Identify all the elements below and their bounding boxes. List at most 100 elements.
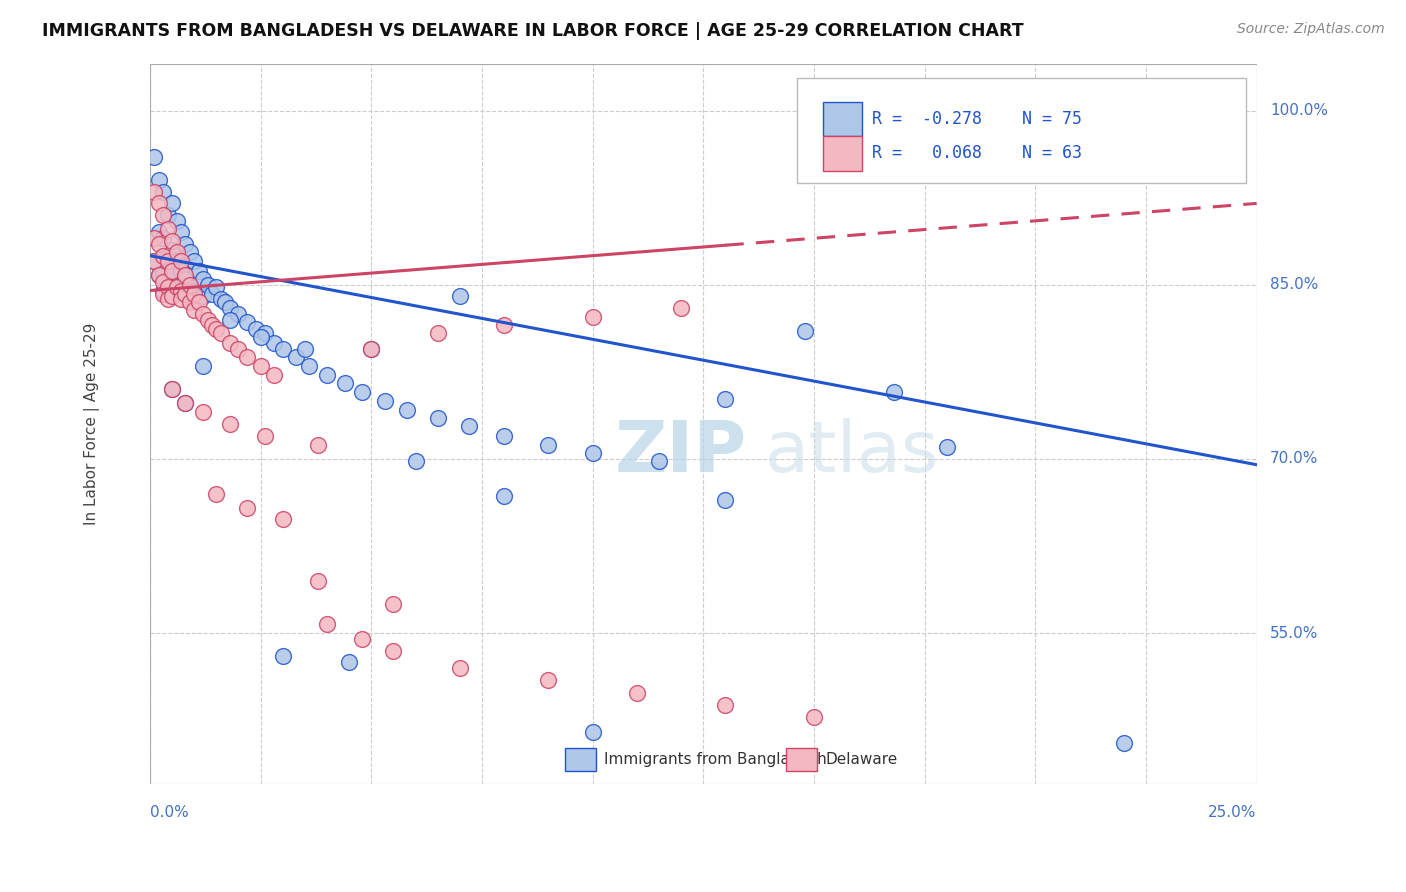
Point — [209, 326, 232, 341]
Point — [148, 226, 170, 240]
Point — [143, 150, 166, 164]
Text: 85.0%: 85.0% — [1270, 277, 1319, 293]
Point — [249, 359, 271, 373]
Point — [494, 428, 516, 442]
Point — [152, 249, 174, 263]
Point — [382, 643, 405, 657]
Point — [457, 419, 479, 434]
Point — [156, 254, 179, 268]
Point — [298, 359, 321, 373]
Point — [152, 208, 174, 222]
Point — [218, 335, 240, 350]
Point — [179, 295, 201, 310]
Point — [152, 287, 174, 301]
Point — [148, 237, 170, 252]
Point — [294, 342, 316, 356]
Point — [803, 710, 825, 724]
Point — [156, 292, 179, 306]
Point — [170, 226, 193, 240]
Point — [582, 446, 605, 460]
Point — [191, 289, 214, 303]
Point — [187, 264, 209, 278]
Text: Source: ZipAtlas.com: Source: ZipAtlas.com — [1237, 22, 1385, 37]
Point — [236, 350, 259, 364]
Point — [170, 292, 193, 306]
Point — [174, 396, 197, 410]
Point — [156, 280, 179, 294]
Point — [395, 403, 418, 417]
Point — [148, 268, 170, 283]
Point — [166, 254, 188, 268]
Point — [228, 342, 250, 356]
Point — [449, 661, 471, 675]
Point — [307, 574, 329, 588]
Point — [156, 222, 179, 236]
Point — [160, 264, 183, 278]
Point — [148, 268, 170, 283]
Point — [271, 649, 294, 664]
Point — [337, 655, 360, 669]
Point — [152, 284, 174, 298]
Bar — [565, 748, 596, 771]
Point — [191, 272, 214, 286]
Point — [316, 616, 339, 631]
Text: Delaware: Delaware — [825, 752, 897, 767]
Point — [714, 392, 737, 406]
Point — [156, 272, 179, 286]
Point — [191, 307, 214, 321]
Point — [197, 277, 219, 292]
Point — [307, 438, 329, 452]
Text: R =  -0.278    N = 75: R = -0.278 N = 75 — [872, 110, 1081, 128]
FancyBboxPatch shape — [797, 78, 1246, 183]
Point — [254, 326, 277, 341]
Point — [360, 342, 382, 356]
Point — [374, 393, 396, 408]
Point — [405, 454, 427, 468]
Point — [205, 487, 228, 501]
Point — [449, 289, 471, 303]
Point — [249, 330, 271, 344]
Point — [263, 368, 285, 383]
Point — [166, 245, 188, 260]
Point — [179, 280, 201, 294]
Point — [236, 500, 259, 515]
Point — [174, 396, 197, 410]
Point — [183, 303, 205, 318]
Point — [183, 284, 205, 298]
Point — [494, 489, 516, 503]
Text: 55.0%: 55.0% — [1270, 625, 1319, 640]
Point — [183, 287, 205, 301]
Point — [1112, 736, 1135, 750]
Point — [170, 254, 193, 268]
Point — [205, 280, 228, 294]
Text: 100.0%: 100.0% — [1270, 103, 1327, 118]
Point — [174, 272, 197, 286]
Point — [254, 428, 277, 442]
Point — [236, 315, 259, 329]
Point — [152, 231, 174, 245]
Point — [170, 264, 193, 278]
Point — [626, 686, 648, 700]
Point — [179, 277, 201, 292]
Point — [271, 342, 294, 356]
Point — [218, 301, 240, 315]
Point — [228, 307, 250, 321]
Point — [160, 196, 183, 211]
Point — [218, 312, 240, 326]
Point — [669, 301, 692, 315]
Point — [333, 376, 356, 391]
Text: Immigrants from Bangladesh: Immigrants from Bangladesh — [603, 752, 827, 767]
Point — [214, 295, 236, 310]
Bar — [786, 748, 817, 771]
Point — [143, 185, 166, 199]
Point — [794, 324, 817, 338]
Point — [352, 384, 374, 399]
Point — [174, 287, 197, 301]
Point — [143, 254, 166, 268]
Point — [191, 405, 214, 419]
Point — [316, 368, 339, 383]
Point — [160, 382, 183, 396]
Point — [218, 417, 240, 431]
Point — [156, 249, 179, 263]
Point — [143, 231, 166, 245]
